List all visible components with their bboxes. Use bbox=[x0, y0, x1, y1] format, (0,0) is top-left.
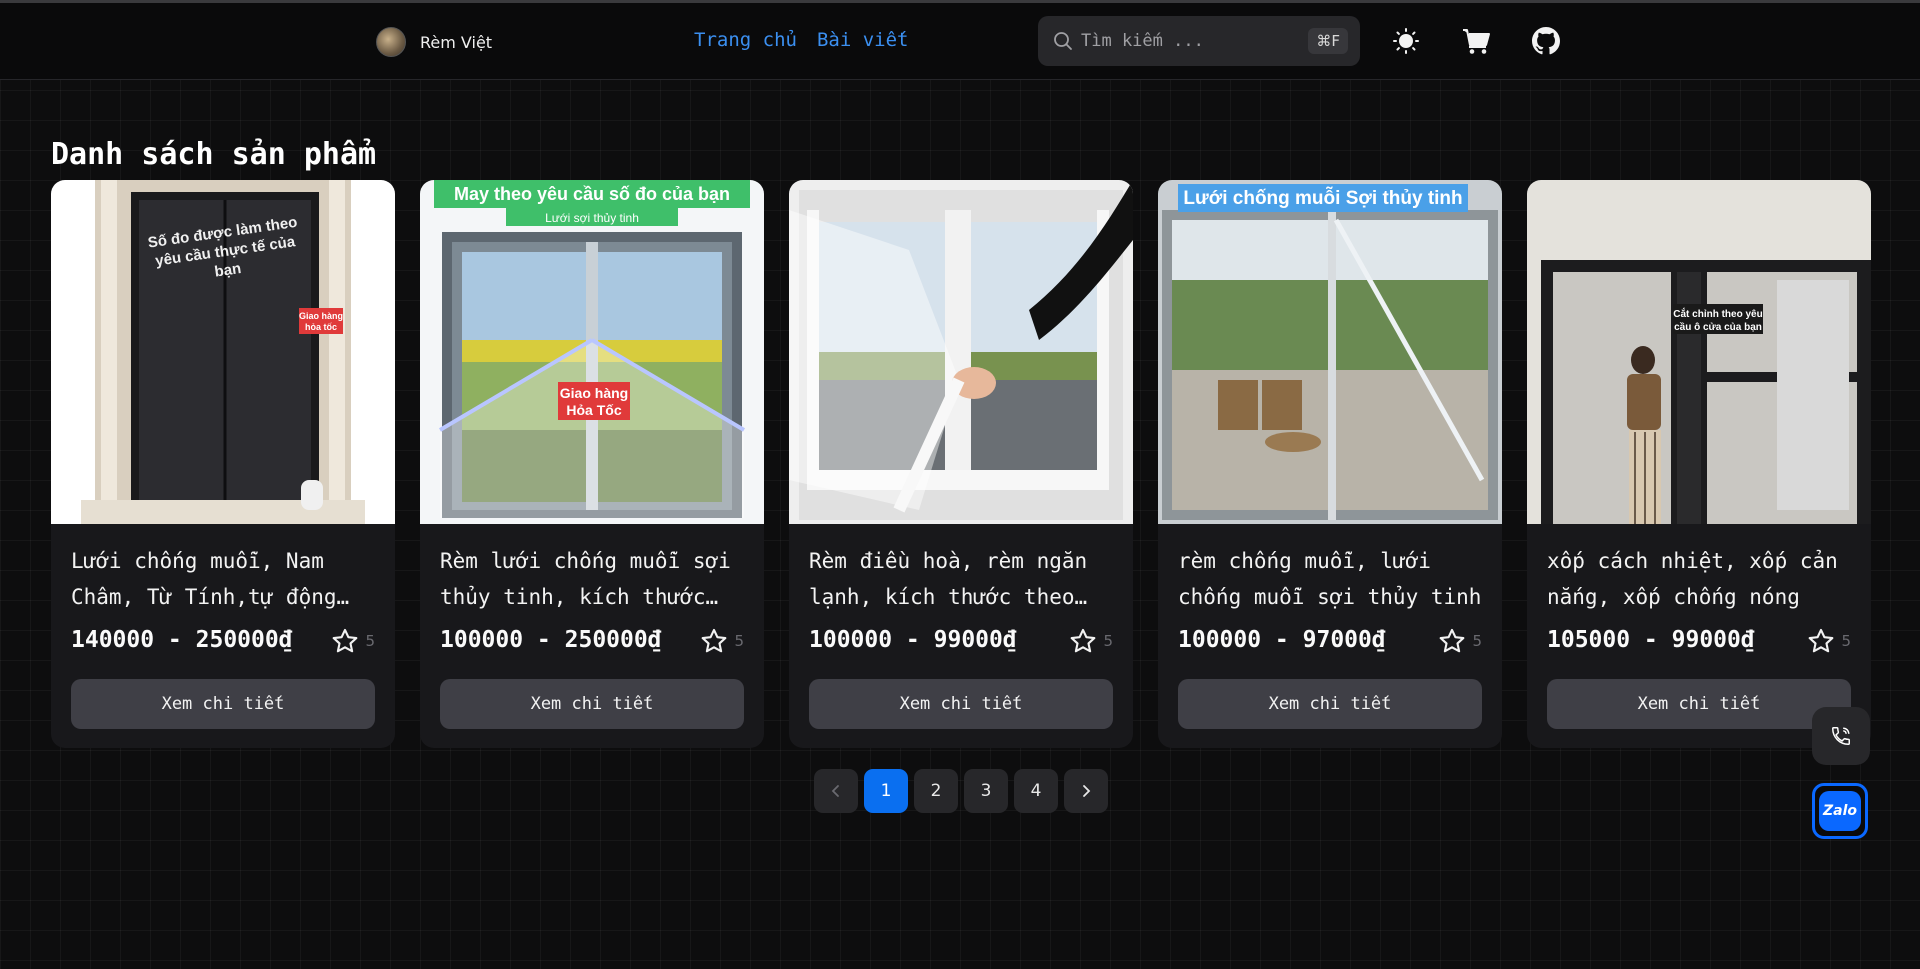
view-details-button[interactable]: Xem chi tiết bbox=[440, 679, 744, 729]
brand[interactable]: Rèm Việt bbox=[376, 27, 492, 57]
chevron-right-icon bbox=[1083, 785, 1091, 797]
product-image[interactable]: Cắt chỉnh theo yêu cầu ô cửa của bạn bbox=[1527, 180, 1871, 524]
product-title[interactable]: Rèm điều hoà, rèm ngăn lạnh, kích thước … bbox=[809, 549, 1088, 609]
image-badge: Hỏa Tốc bbox=[566, 402, 621, 418]
chevron-left-icon bbox=[831, 785, 839, 797]
star-icon bbox=[1809, 628, 1834, 653]
search-icon bbox=[1054, 32, 1072, 50]
product-title[interactable]: rèm chống muỗi, lưới chống muỗi sợi thủy… bbox=[1178, 549, 1482, 609]
product-card[interactable]: Rèm điều hoà, rèm ngăn lạnh, kích thước … bbox=[789, 180, 1133, 748]
view-details-button[interactable]: Xem chi tiết bbox=[809, 679, 1113, 729]
product-title[interactable]: Rèm lưới chống muỗi sợi thủy tinh, kích … bbox=[440, 549, 731, 609]
top-border bbox=[0, 0, 1920, 3]
star-icon bbox=[1440, 628, 1465, 653]
rating-value: 5 bbox=[365, 632, 375, 650]
call-button[interactable] bbox=[1812, 707, 1870, 765]
product-image[interactable] bbox=[789, 180, 1133, 524]
pagination-page-3[interactable]: 3 bbox=[964, 769, 1008, 813]
main-nav: Trang chủ Bài viết bbox=[694, 29, 908, 51]
image-badge: hỏa tốc bbox=[305, 322, 337, 332]
product-price: 100000 - 250000₫ bbox=[440, 627, 662, 653]
product-rating: 5 bbox=[1807, 627, 1851, 655]
star-icon bbox=[1071, 628, 1096, 653]
pagination-prev-button[interactable] bbox=[814, 769, 858, 813]
rating-value: 5 bbox=[1841, 632, 1851, 650]
product-card[interactable]: Số đo được làm theo yêu cầu thực tế của … bbox=[51, 180, 395, 748]
product-title[interactable]: xốp cách nhiệt, xốp cản nắng, xốp chống … bbox=[1547, 549, 1838, 609]
view-details-button[interactable]: Xem chi tiết bbox=[1178, 679, 1482, 729]
image-subtitle: Lưới sợi thủy tinh bbox=[545, 211, 639, 225]
search-input[interactable] bbox=[1079, 30, 1293, 52]
rating-value: 5 bbox=[1103, 632, 1113, 650]
product-price: 105000 - 99000₫ bbox=[1547, 627, 1755, 653]
product-image[interactable]: May theo yêu cầu số đo của bạn Lưới sợi … bbox=[420, 180, 764, 524]
phone-icon bbox=[1832, 727, 1850, 745]
nav-link-home[interactable]: Trang chủ bbox=[694, 29, 797, 51]
github-icon[interactable] bbox=[1530, 25, 1562, 57]
pagination-page-1[interactable]: 1 bbox=[864, 769, 908, 813]
product-rating: 5 bbox=[1438, 627, 1482, 655]
product-rating: 5 bbox=[1069, 627, 1113, 655]
product-price: 100000 - 99000₫ bbox=[809, 627, 1017, 653]
rating-value: 5 bbox=[1472, 632, 1482, 650]
image-caption: Cắt chỉnh theo yêu bbox=[1673, 307, 1762, 320]
product-card[interactable]: Lưới chống muỗi Sợi thủy tinh rèm chống … bbox=[1158, 180, 1502, 748]
brand-name: Rèm Việt bbox=[420, 32, 493, 52]
product-image[interactable]: Lưới chống muỗi Sợi thủy tinh bbox=[1158, 180, 1502, 524]
image-caption: cầu ô cửa của bạn bbox=[1674, 321, 1762, 333]
product-image[interactable]: Số đo được làm theo yêu cầu thực tế của … bbox=[51, 180, 395, 524]
cart-icon[interactable] bbox=[1460, 25, 1492, 57]
theme-toggle-sun-icon[interactable] bbox=[1390, 25, 1422, 57]
product-card[interactable]: Cắt chỉnh theo yêu cầu ô cửa của bạn xốp… bbox=[1527, 180, 1871, 748]
image-banner: May theo yêu cầu số đo của bạn bbox=[454, 184, 730, 204]
view-details-button[interactable]: Xem chi tiết bbox=[71, 679, 375, 729]
star-icon bbox=[333, 628, 358, 653]
image-badge: Giao hàng bbox=[299, 311, 343, 321]
image-badge: Giao hàng bbox=[560, 385, 628, 401]
star-icon bbox=[702, 628, 727, 653]
header: Rèm Việt Trang chủ Bài viết ⌘F bbox=[0, 3, 1920, 80]
product-rating: 5 bbox=[331, 627, 375, 655]
search-shortcut: ⌘F bbox=[1308, 28, 1348, 54]
zalo-chat-button[interactable]: Zalo bbox=[1812, 783, 1868, 839]
product-card[interactable]: May theo yêu cầu số đo của bạn Lưới sợi … bbox=[420, 180, 764, 748]
search-box[interactable]: ⌘F bbox=[1038, 16, 1360, 66]
pagination-page-2[interactable]: 2 bbox=[914, 769, 958, 813]
image-caption: bạn bbox=[213, 260, 242, 281]
page-title: Danh sách sản phẩm bbox=[51, 137, 377, 172]
nav-link-articles[interactable]: Bài viết bbox=[816, 29, 909, 51]
brand-logo bbox=[376, 27, 406, 57]
zalo-label: Zalo bbox=[1822, 803, 1857, 819]
zalo-icon: Zalo bbox=[1819, 791, 1861, 831]
product-title[interactable]: Lưới chống muỗi, Nam Châm, Từ Tính,tự độ… bbox=[71, 549, 337, 609]
product-price: 140000 - 250000₫ bbox=[71, 627, 293, 653]
product-price: 100000 - 97000₫ bbox=[1178, 627, 1386, 653]
pagination-page-4[interactable]: 4 bbox=[1014, 769, 1058, 813]
image-banner: Lưới chống muỗi Sợi thủy tinh bbox=[1183, 187, 1462, 209]
pagination: 1 2 3 4 bbox=[814, 769, 1108, 813]
view-details-button[interactable]: Xem chi tiết bbox=[1547, 679, 1851, 729]
product-rating: 5 bbox=[700, 627, 744, 655]
rating-value: 5 bbox=[734, 632, 744, 650]
pagination-next-button[interactable] bbox=[1064, 769, 1108, 813]
